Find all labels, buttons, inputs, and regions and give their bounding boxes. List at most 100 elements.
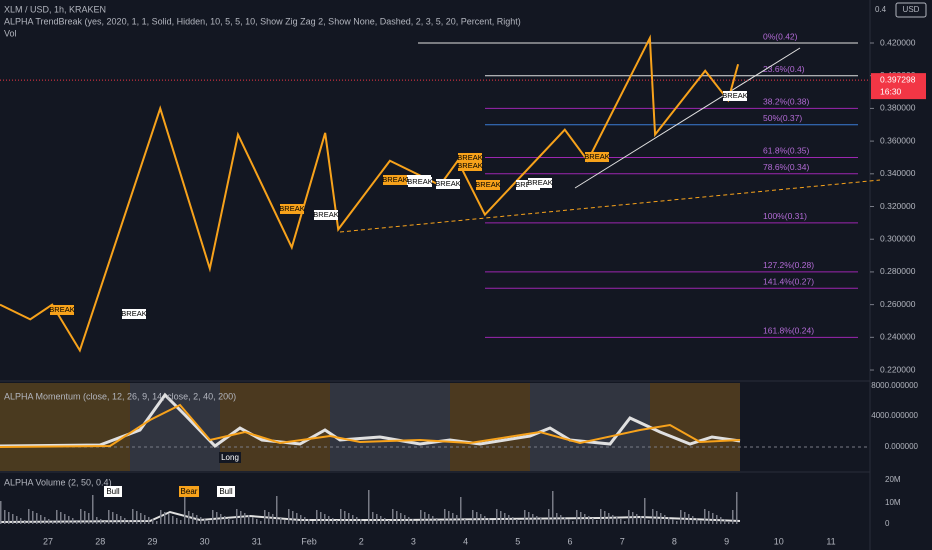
volume-tick: 20M [885, 475, 901, 484]
volume-bar [292, 511, 294, 524]
volume-bar [104, 521, 106, 524]
bear-tag: Bear [181, 487, 198, 496]
break-tag: BREAK [457, 153, 482, 162]
volume-bar [108, 510, 110, 524]
break-tag: BREAK [435, 179, 460, 188]
volume-bar [660, 513, 662, 524]
y-tick-label: 0.260000 [880, 299, 916, 309]
volume-bar [308, 519, 310, 524]
volume-bar [368, 490, 370, 524]
break-tag-bg [314, 210, 338, 220]
volume-bar [320, 512, 322, 524]
volume-bar [664, 515, 666, 524]
volume-bar [188, 511, 190, 524]
y-tick-label: 0.300000 [880, 233, 916, 243]
volume-bar [424, 512, 426, 524]
momentum-tick: 8000.000000 [871, 381, 918, 390]
volume-bar [668, 517, 670, 524]
volume-bar [392, 509, 394, 524]
volume-bar [200, 517, 202, 524]
break-tag: BREAK [527, 178, 552, 187]
volume-bar [588, 516, 590, 524]
volume-bar [380, 516, 382, 524]
volume-bar [100, 519, 102, 524]
y-tick-label: 0.340000 [880, 168, 916, 178]
x-tick-label: 28 [95, 536, 105, 546]
long-tag: Long [221, 453, 239, 462]
volume-bar [168, 514, 170, 524]
x-tick-label: 31 [252, 536, 262, 546]
y-tick-label: 0.420000 [880, 37, 916, 47]
volume-bar [488, 518, 490, 524]
volume-bar [396, 511, 398, 524]
volume-bar [276, 496, 278, 524]
volume-bar [128, 520, 130, 524]
bear-tag-bg [179, 486, 199, 497]
y-tick-label: 0.380000 [880, 103, 916, 113]
volume-bar [468, 521, 470, 524]
volume-bar [576, 510, 578, 524]
volume-bar [616, 517, 618, 524]
break-tag-bg [280, 204, 304, 214]
break-tag-bg [723, 91, 747, 101]
volume-bar [184, 489, 186, 524]
volume-bar [248, 515, 250, 524]
volume-bar [336, 520, 338, 524]
last-price-badge [871, 73, 926, 100]
break-tag: BREAK [584, 152, 609, 161]
x-tick-label: 4 [463, 536, 468, 546]
volume-bar [572, 521, 574, 524]
volume-bar [536, 516, 538, 524]
x-tick-label: 27 [43, 536, 53, 546]
volume-bar [232, 520, 234, 524]
volume-bar [512, 517, 514, 524]
volume-bar [120, 516, 122, 524]
volume-bar [644, 498, 646, 524]
volume-bar [448, 511, 450, 524]
currency[interactable]: USD [903, 5, 920, 14]
fib-label: 78.6%(0.34) [763, 162, 809, 172]
currency-badge[interactable] [895, 2, 927, 18]
volume-bar [412, 519, 414, 524]
volume-bars [0, 489, 738, 524]
volume-bar [124, 518, 126, 524]
volume-bar [504, 513, 506, 524]
volume-bar [648, 520, 650, 524]
volume-bar [704, 509, 706, 524]
volume-bar [604, 511, 606, 524]
x-tick-label: Feb [301, 536, 317, 546]
x-tick-label: 29 [147, 536, 157, 546]
break-tag: BREAK [407, 177, 432, 186]
break-tag-bg [122, 309, 146, 319]
break-tag: BREAK [279, 204, 304, 213]
volume-bar [36, 513, 38, 524]
x-tick-label: 9 [724, 536, 729, 546]
x-tick-label: 30 [200, 536, 210, 546]
momentum-bands [0, 383, 740, 471]
volume-bar [156, 521, 158, 524]
volume-bar [584, 514, 586, 524]
volume-bar [364, 521, 366, 524]
bull-tag: Bull [219, 487, 233, 496]
volume-bar [372, 512, 374, 524]
volume-bar [736, 492, 738, 524]
break-tag: BREAK [475, 180, 500, 189]
volume-bar [620, 519, 622, 524]
fib-label: 0%(0.42) [763, 31, 798, 41]
fib-label: 50%(0.37) [763, 113, 802, 123]
volume-bar [400, 513, 402, 524]
x-tick-label: 3 [411, 536, 416, 546]
bull-tag-bg [217, 486, 235, 497]
volume-bar [332, 518, 334, 524]
y-tick-label: 0.360000 [880, 135, 916, 145]
volume-bar [24, 520, 26, 524]
volume-bar [148, 517, 150, 524]
volume-bar [340, 509, 342, 524]
momentum-tick: 0.000000 [885, 442, 919, 451]
indicator-title: ALPHA TrendBreak (yes, 2020, 1, 1, Solid… [4, 16, 521, 26]
volume-bar [440, 520, 442, 524]
volume-bar [172, 516, 174, 524]
volume-bar [196, 515, 198, 524]
volume-bar [300, 515, 302, 524]
